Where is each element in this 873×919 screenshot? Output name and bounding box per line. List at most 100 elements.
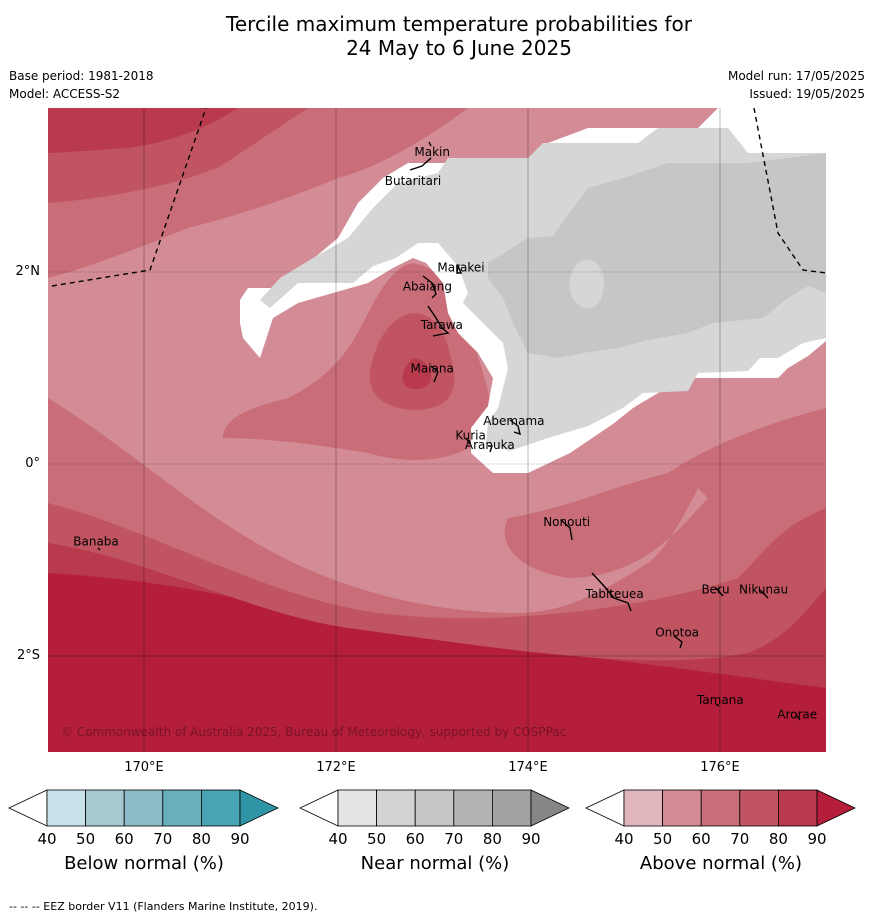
island-beru (715, 587, 724, 597)
below-colorbar-tick-50: 50 (76, 830, 95, 848)
near-colorbar-tick-50: 50 (367, 830, 386, 848)
place-label-nonouti: Nonouti (543, 515, 590, 529)
place-label-arorae: Arorae (777, 707, 817, 721)
near-colorbar-tick-90: 90 (521, 830, 540, 848)
copyright-note: © Commonwealth of Australia 2025, Bureau… (61, 725, 566, 739)
near-colorbar-high-extend (530, 789, 570, 827)
below-colorbar-bin (162, 789, 202, 827)
above-colorbar-tick-60: 60 (692, 830, 711, 848)
above-colorbar-bin (700, 789, 741, 827)
place-label-abaiang: Abaiang (403, 280, 452, 294)
region-near-50-inner (569, 259, 604, 309)
below-colorbar-tick-90: 90 (230, 830, 249, 848)
place-label-onotoa: Onotoa (655, 626, 699, 640)
island-marakei (456, 263, 463, 274)
island-abemama (509, 419, 521, 436)
island-butaritari (409, 157, 432, 171)
near-colorbar-tick-40: 40 (328, 830, 347, 848)
below-colorbar-bin (46, 789, 86, 827)
lon-label-172e: 172°E (316, 760, 356, 775)
place-label-tarawa: Tarawa (420, 318, 463, 332)
place-label-abemama: Abemama (483, 414, 544, 428)
island-banaba (97, 547, 101, 551)
above-colorbar-tick-90: 90 (807, 830, 826, 848)
model-name: Model: ACCESS-S2 (9, 87, 121, 101)
base-period: Base period: 1981-2018 (9, 69, 154, 83)
model-run: Model run: 17/05/2025 (727, 69, 865, 83)
above-colorbar-tick-70: 70 (730, 830, 749, 848)
region-above-top-band (48, 108, 468, 278)
place-labels: Makin Butaritari Marakei Abaiang Tarawa Maian… (73, 145, 817, 721)
title-line-2: 24 May to 6 June 2025 (346, 36, 572, 60)
near-colorbar-tick-60: 60 (406, 830, 425, 848)
lat-label-2s: 2°S (16, 648, 40, 663)
lon-label-170e: 170°E (124, 760, 164, 775)
island-tabiteuea (591, 572, 632, 612)
above-colorbar-bin (777, 789, 818, 827)
place-label-banaba: Banaba (73, 534, 119, 548)
above-colorbar-tick-40: 40 (614, 830, 633, 848)
island-tamana (715, 703, 720, 707)
place-label-tamana: Tamana (696, 693, 744, 707)
below-colorbar-bin (123, 789, 164, 827)
meta-left: Base period: 1981-2018 Model: ACCESS-S2 (9, 67, 154, 103)
near-colorbar-tick-70: 70 (444, 830, 463, 848)
above-colorbar-low-extend (585, 789, 625, 827)
island-nonouti (560, 519, 573, 541)
map-title: Tercile maximum temperature probabilitie… (0, 12, 873, 60)
place-label-kuria: Kuria (455, 429, 486, 443)
place-label-aranuka: Aranuka (465, 438, 515, 452)
meta-right: Model run: 17/05/2025 Issued: 19/05/2025 (728, 67, 865, 103)
place-label-marakei: Marakei (437, 260, 484, 274)
island-tarawa (427, 305, 450, 337)
below-colorbar-tick-40: 40 (37, 830, 56, 848)
probability-map[interactable]: Makin Butaritari Marakei Abaiang Tarawa Maian… (48, 108, 826, 752)
eez-border (51, 108, 826, 287)
island-nikunau (759, 589, 769, 599)
lat-label-2n: 2°N (15, 264, 41, 279)
colorbar-near: 40 50 60 70 80 90 (299, 788, 570, 848)
above-colorbar-bin (623, 789, 663, 827)
colorbar-below: 40 50 60 70 80 90 (8, 788, 279, 848)
near-colorbar-bin (453, 789, 493, 827)
title-line-1: Tercile maximum temperature probabilitie… (226, 12, 692, 36)
lon-label-176e: 176°E (700, 760, 740, 775)
place-label-makin: Makin (414, 145, 450, 159)
near-colorbar-bin (491, 789, 532, 827)
below-colorbar-tick-70: 70 (153, 830, 172, 848)
place-label-nikunau: Nikunau (739, 582, 788, 596)
place-label-butaritari: Butaritari (385, 174, 442, 188)
issued-date: Issued: 19/05/2025 (749, 87, 865, 101)
islands (97, 141, 801, 721)
below-colorbar-bin (85, 789, 125, 827)
above-colorbar-bin (662, 789, 702, 827)
above-colorbar-bin (739, 789, 779, 827)
place-label-beru: Beru (701, 582, 729, 596)
near-colorbar-bin (337, 789, 377, 827)
place-label-maiana: Maiana (411, 361, 454, 375)
near-colorbar-tick-80: 80 (483, 830, 502, 848)
colorbar-above-title: Above normal (%) (639, 853, 803, 874)
region-above-core-80 (402, 358, 432, 390)
below-colorbar-tick-80: 80 (192, 830, 211, 848)
above-colorbar-tick-50: 50 (653, 830, 672, 848)
island-onotoa (673, 635, 683, 649)
island-aranuka (488, 445, 493, 453)
above-colorbar-tick-80: 80 (769, 830, 788, 848)
region-above-core-60 (223, 263, 492, 461)
island-arorae (795, 714, 801, 721)
below-colorbar-bin (200, 789, 241, 827)
island-maiana (430, 365, 439, 383)
eez-footnote: -- -- -- EEZ border V11 (Flanders Marine… (9, 900, 318, 913)
colorbar-below-title: Below normal (%) (64, 853, 224, 874)
region-above-top-left-90 (48, 108, 238, 153)
region-near-50-small (398, 212, 473, 233)
near-colorbar-low-extend (299, 789, 339, 827)
below-colorbar-low-extend (8, 789, 48, 827)
near-colorbar-bin (376, 789, 416, 827)
island-kuria (465, 437, 471, 445)
island-abaiang (422, 275, 437, 299)
below-colorbar-high-extend (239, 789, 279, 827)
colorbar-above: 40 50 60 70 80 90 (585, 788, 856, 848)
colorbar-near-title: Near normal (%) (360, 853, 510, 874)
